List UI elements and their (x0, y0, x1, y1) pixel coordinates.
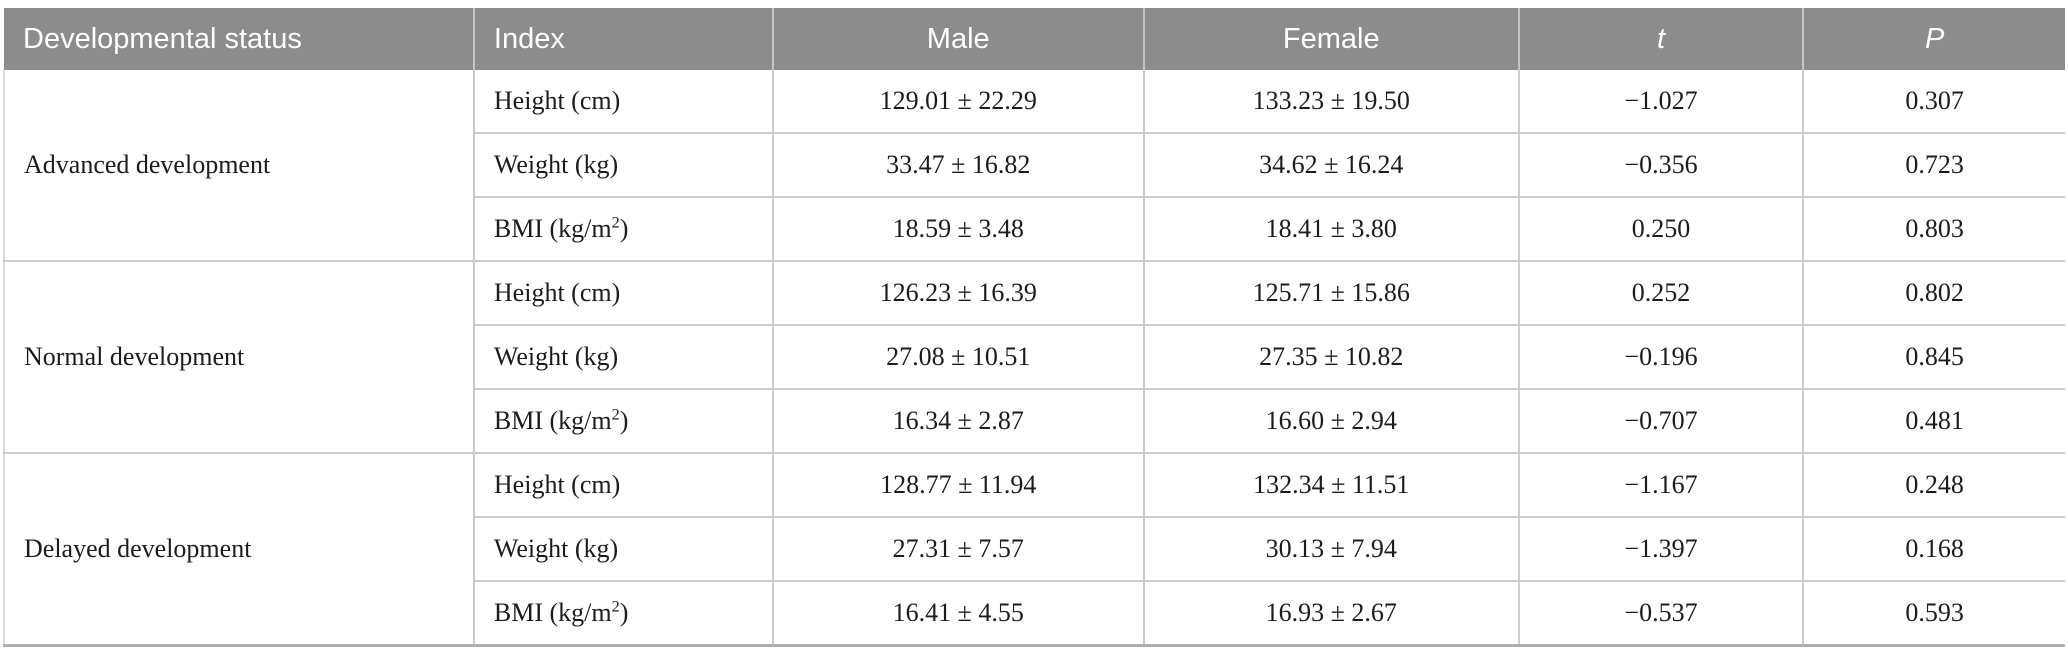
male-value-cell: 27.08 ± 10.51 (772, 325, 1145, 390)
index-cell: Weight (kg) (473, 133, 774, 198)
status-cell: Delayed development (3, 453, 475, 647)
index-cell: BMI (kg/m2) (473, 197, 774, 262)
stats-table-container: Developmental status Index Male Female t… (3, 8, 2065, 647)
p-value-cell: 0.307 (1803, 70, 2065, 134)
index-cell: BMI (kg/m2) (473, 581, 774, 647)
table-row: Advanced development Height (cm) 129.01 ± … (3, 70, 2065, 262)
t-value-cell: −0.356 (1518, 133, 1805, 198)
p-value-cell: 0.593 (1803, 581, 2065, 647)
header-p-value: P (1802, 8, 2065, 70)
p-value-cell: 0.481 (1803, 389, 2065, 454)
t-value-cell: −0.537 (1518, 581, 1805, 647)
male-value-cell: 18.59 ± 3.48 (772, 197, 1145, 262)
header-row: Developmental status Index Male Female t… (4, 8, 2065, 70)
p-value-cell: 0.168 (1803, 517, 2065, 582)
t-value-cell: −1.027 (1518, 70, 1805, 134)
table-header: Developmental status Index Male Female t… (4, 8, 2065, 70)
male-value-cell: 33.47 ± 16.82 (772, 133, 1145, 198)
table-row: Weight (kg) 27.31 ± 7.57 30.13 ± 7.94 −1.39… (4, 517, 2065, 582)
female-value-cell: 18.41 ± 3.80 (1143, 197, 1520, 262)
t-value-cell: −0.196 (1518, 325, 1805, 390)
female-value-cell: 16.93 ± 2.67 (1143, 581, 1520, 647)
t-value-cell: −1.397 (1518, 517, 1805, 582)
table-body: Advanced development Height (cm) 129.01 ± … (3, 70, 2065, 647)
index-cell: Height (cm) (473, 70, 774, 134)
table-row: Weight (kg) 27.08 ± 10.51 27.35 ± 10.82 −0.… (4, 325, 2065, 390)
header-t-statistic: t (1517, 8, 1804, 70)
male-value-cell: 128.77 ± 11.94 (772, 453, 1145, 518)
table-row: Weight (kg) 33.47 ± 16.82 34.62 ± 16.24 −0.… (4, 133, 2065, 198)
index-cell: Height (cm) (473, 261, 774, 326)
female-value-cell: 133.23 ± 19.50 (1143, 70, 1520, 134)
male-value-cell: 129.01 ± 22.29 (772, 70, 1145, 134)
male-value-cell: 16.41 ± 4.55 (772, 581, 1145, 647)
male-value-cell: 27.31 ± 7.57 (772, 517, 1145, 582)
t-value-cell: 0.250 (1518, 197, 1805, 262)
status-cell: Normal development (3, 261, 475, 454)
female-value-cell: 132.34 ± 11.51 (1143, 453, 1520, 518)
index-cell: Weight (kg) (473, 325, 774, 390)
index-cell: BMI (kg/m2) (473, 389, 774, 454)
status-cell: Advanced development (3, 70, 475, 262)
p-value-cell: 0.845 (1803, 325, 2065, 390)
female-value-cell: 125.71 ± 15.86 (1143, 261, 1520, 326)
table-row: BMI (kg/m2) 18.59 ± 3.48 18.41 ± 3.80 0.250… (4, 197, 2065, 262)
header-male: Male (771, 8, 1144, 70)
female-value-cell: 16.60 ± 2.94 (1143, 389, 1520, 454)
male-value-cell: 126.23 ± 16.39 (772, 261, 1145, 326)
header-developmental-status: Developmental status (4, 8, 474, 70)
table-row: BMI (kg/m2) 16.34 ± 2.87 16.60 ± 2.94 −0.70… (4, 389, 2065, 454)
p-value-cell: 0.248 (1803, 453, 2065, 518)
developmental-status-anthropometry-table: Developmental status Index Male Female t… (3, 8, 2065, 647)
female-value-cell: 27.35 ± 10.82 (1143, 325, 1520, 390)
table-row: BMI (kg/m2) 16.41 ± 4.55 16.93 ± 2.67 −0.53… (4, 581, 2065, 647)
p-value-cell: 0.723 (1803, 133, 2065, 198)
t-value-cell: −0.707 (1518, 389, 1805, 454)
p-value-cell: 0.803 (1803, 197, 2065, 262)
table-row: Normal development Height (cm) 126.23 ± 16… (3, 261, 2065, 454)
header-index: Index (472, 8, 773, 70)
female-value-cell: 30.13 ± 7.94 (1143, 517, 1520, 582)
female-value-cell: 34.62 ± 16.24 (1143, 133, 1520, 198)
p-value-cell: 0.802 (1803, 261, 2065, 326)
header-female: Female (1142, 8, 1519, 70)
index-cell: Weight (kg) (473, 517, 774, 582)
t-value-cell: 0.252 (1518, 261, 1805, 326)
table-row: Delayed development Height (cm) 128.77 ± 1… (3, 453, 2065, 647)
male-value-cell: 16.34 ± 2.87 (772, 389, 1145, 454)
t-value-cell: −1.167 (1518, 453, 1805, 518)
index-cell: Height (cm) (473, 453, 774, 518)
